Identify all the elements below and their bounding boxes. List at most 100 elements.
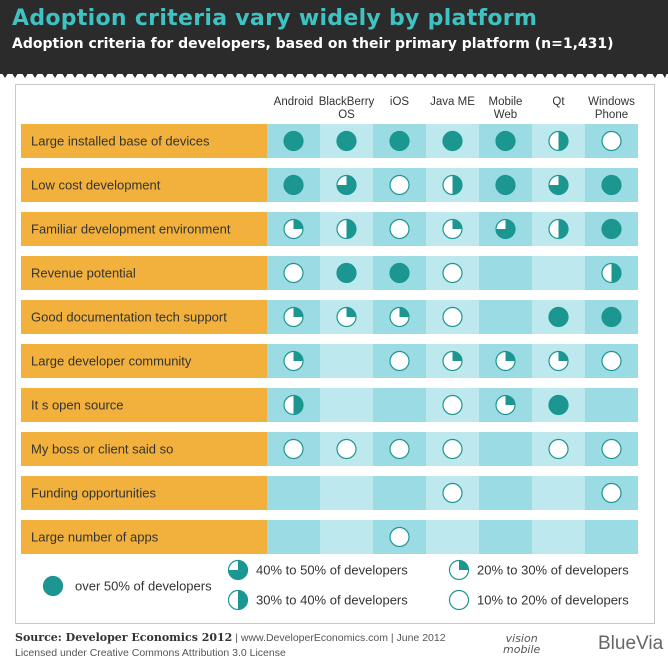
row-label-9: Large number of apps	[31, 530, 159, 545]
dot-r3-c2	[389, 262, 410, 284]
legend-label-4: over 50% of developers	[75, 579, 212, 594]
row-label-bg-7	[21, 432, 267, 466]
row-label-2: Familiar development environment	[31, 222, 231, 237]
cell-bg	[479, 520, 532, 554]
footer: Source: Developer Economics 2012 | www.D…	[15, 630, 446, 661]
dot-r1-c2	[389, 174, 410, 196]
row-label-bg-6	[21, 388, 267, 422]
legend-dot-4	[42, 575, 64, 597]
dot-outline	[548, 438, 569, 460]
dot-r4-c3	[442, 306, 463, 328]
column-header-1: BlackBerry OS	[319, 96, 375, 121]
dot-fill-full	[390, 263, 409, 283]
dot-fill-wedge	[346, 307, 356, 317]
dot-fill-wedge	[558, 219, 568, 239]
cell-bg	[479, 432, 532, 466]
cell-bg	[320, 388, 373, 422]
dot-outline	[442, 482, 463, 504]
cell-bg	[267, 476, 320, 510]
dot-r8-c3	[442, 482, 463, 504]
visionmobile-logo-line1: vision	[505, 632, 538, 645]
dot-fill-full	[602, 219, 621, 239]
dot-fill-full	[337, 263, 356, 283]
legend-dot-1	[448, 559, 470, 581]
cell-bg	[426, 520, 479, 554]
row-label-0: Large installed base of devices	[31, 134, 210, 149]
dot-outline	[442, 306, 463, 328]
cell-bg	[373, 388, 426, 422]
dot-outline	[442, 394, 463, 416]
chart-title: Adoption criteria vary widely by platfor…	[12, 6, 538, 31]
dot-fill-wedge	[399, 307, 409, 317]
column-header-line: BlackBerry	[319, 96, 375, 108]
row-label-bg-0	[21, 124, 267, 158]
column-header-line: Mobile	[489, 96, 523, 108]
dot-r0-c2	[389, 130, 410, 152]
row-label-bg-4	[21, 300, 267, 334]
dot-outline	[601, 438, 622, 460]
visionmobile-logo-line2: mobile	[503, 643, 541, 656]
dot-fill-full	[602, 307, 621, 327]
column-header-line: Java ME	[430, 96, 475, 108]
row-label-bg-8	[21, 476, 267, 510]
dot-fill-wedge	[452, 351, 462, 361]
dot-r6-c0	[283, 394, 304, 416]
cell-bg	[479, 476, 532, 510]
dot-outline	[442, 438, 463, 460]
dot-r4-c2	[389, 306, 410, 328]
cell-bg	[373, 476, 426, 510]
dot-outline	[601, 482, 622, 504]
dot-fill-wedge	[505, 351, 515, 361]
dot-fill-full	[496, 175, 515, 195]
dot-r0-c1	[336, 130, 357, 152]
legend-label-0: 10% to 20% of developers	[477, 593, 629, 608]
dot-r5-c5	[548, 350, 569, 372]
column-header-6: Windows Phone	[588, 96, 635, 121]
dot-r8-c6	[601, 482, 622, 504]
column-header-line: Android	[274, 96, 314, 108]
dot-r0-c5	[548, 130, 569, 152]
header-zigzag-edge	[0, 70, 668, 78]
column-header-line: Qt	[552, 96, 565, 108]
dot-r2-c4	[495, 218, 516, 240]
dot-r7-c0	[283, 438, 304, 460]
visionmobile-logo: vision mobile	[503, 633, 540, 655]
dot-outline	[283, 438, 304, 460]
dot-r7-c2	[389, 438, 410, 460]
dot-outline	[389, 438, 410, 460]
column-header-line: Windows	[588, 96, 635, 108]
dot-r7-c3	[442, 438, 463, 460]
dot-fill-wedge	[293, 219, 303, 229]
dot-r4-c6	[601, 306, 622, 328]
chart-header: Adoption criteria vary widely by platfor…	[0, 0, 668, 74]
dot-r4-c0	[283, 306, 304, 328]
row-label-4: Good documentation tech support	[31, 310, 227, 325]
dot-r0-c6	[601, 130, 622, 152]
legend-dot-2	[227, 589, 249, 611]
dot-outline	[389, 526, 410, 548]
dot-fill-wedge	[558, 131, 568, 151]
dot-r0-c0	[283, 130, 304, 152]
dot-outline	[389, 174, 410, 196]
bluevia-logo: BlueVia	[598, 633, 664, 654]
cell-bg	[532, 520, 585, 554]
dot-outline	[389, 218, 410, 240]
column-header-0: Android	[274, 96, 314, 108]
dot-fill-wedge	[346, 219, 356, 239]
footer-details: | www.DeveloperEconomics.com | June 2012	[232, 632, 446, 644]
legend-label-1: 20% to 30% of developers	[477, 563, 629, 578]
dot-fill-full	[284, 131, 303, 151]
dot-r1-c1	[336, 174, 357, 196]
dot-fill-wedge	[452, 219, 462, 229]
dot-fill-wedge	[505, 395, 515, 405]
dot-fill-wedge	[337, 175, 356, 195]
dot-r2-c6	[601, 218, 622, 240]
legend-label-2: 30% to 40% of developers	[256, 593, 408, 608]
dot-r3-c6	[601, 262, 622, 284]
dot-fill-wedge	[293, 351, 303, 361]
column-header-4: Mobile Web	[489, 96, 523, 121]
column-header-2: iOS	[390, 96, 410, 108]
cell-bg	[585, 520, 638, 554]
dot-outline	[448, 589, 470, 611]
dot-outline	[336, 438, 357, 460]
